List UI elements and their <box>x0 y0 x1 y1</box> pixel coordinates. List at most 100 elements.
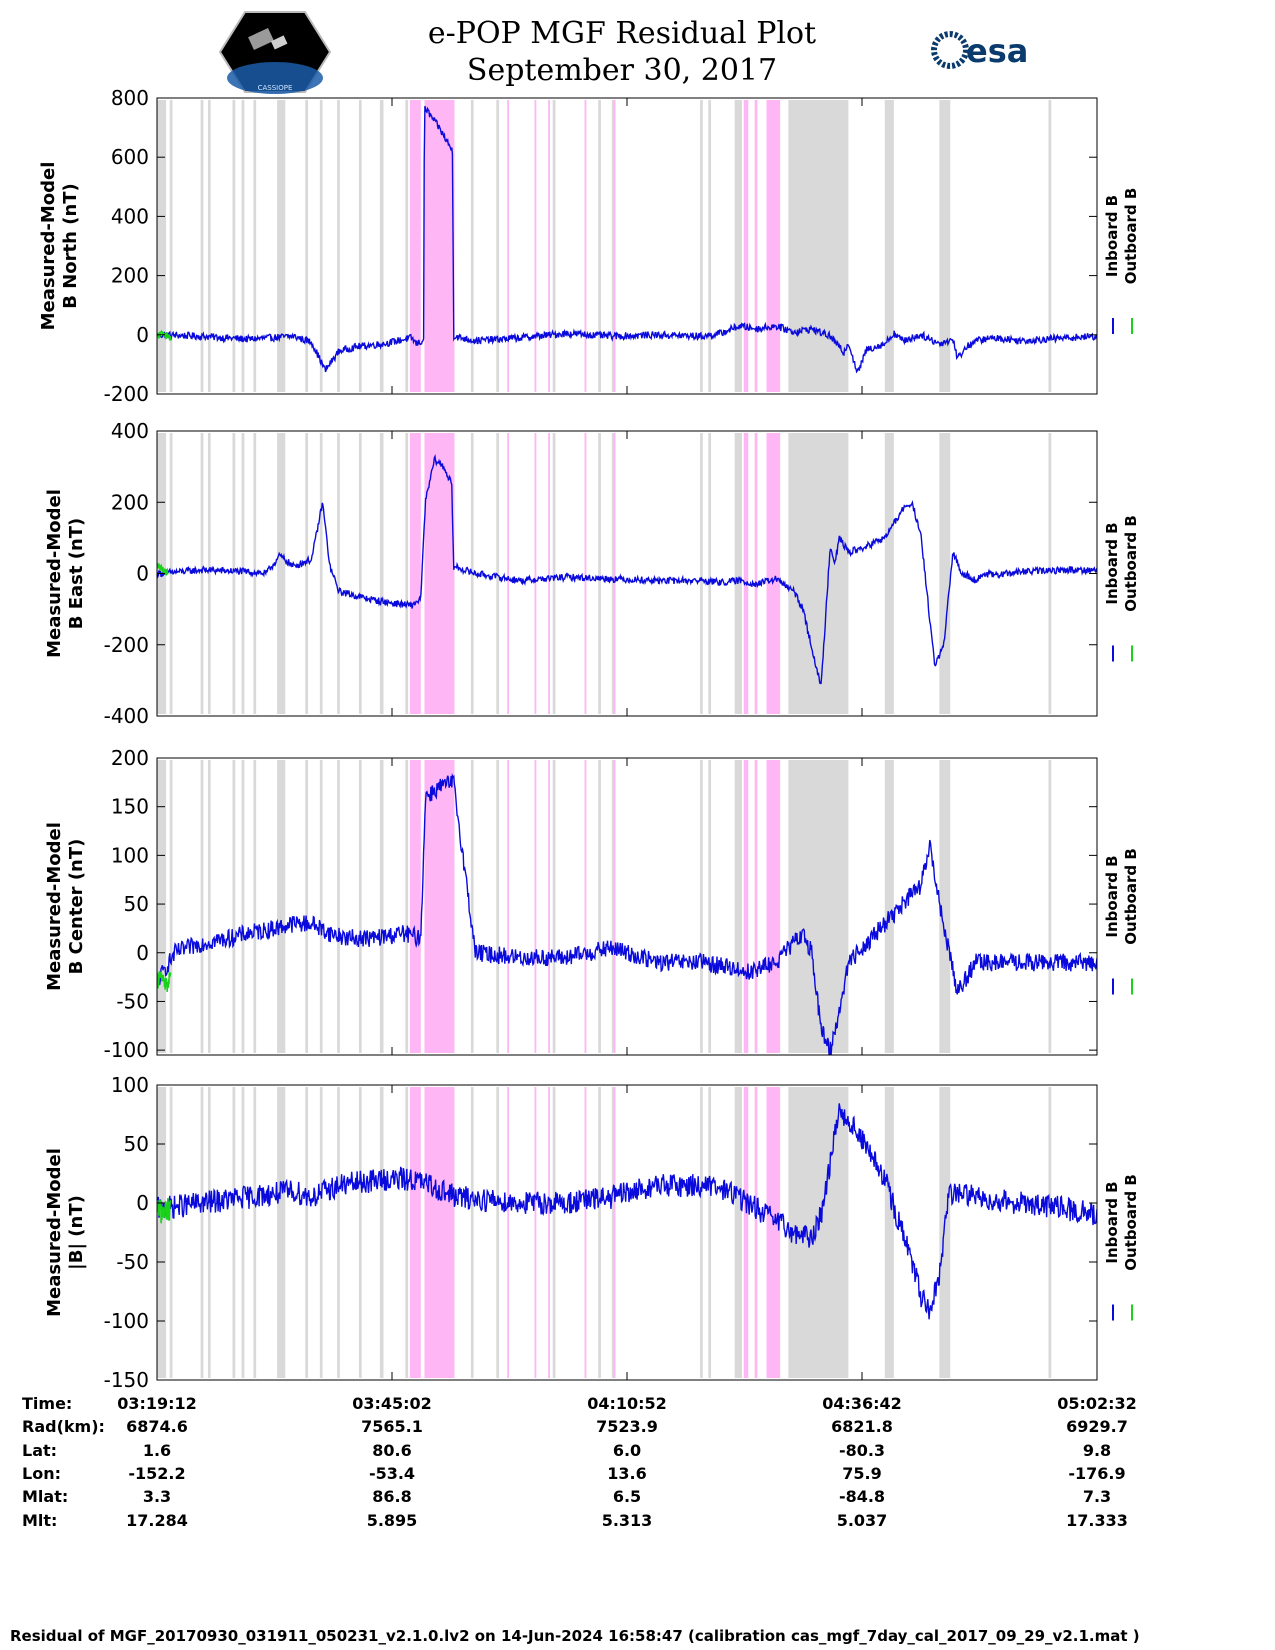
table-cell-lat: 1.6 <box>143 1441 171 1460</box>
gray-band <box>939 433 951 714</box>
gray-band <box>884 433 894 714</box>
series-outboard-line <box>157 970 172 992</box>
y-tick-label: 50 <box>124 1132 149 1156</box>
table-cell-lat: -80.3 <box>839 1441 885 1460</box>
gray-band <box>708 100 712 392</box>
gray-band <box>253 1087 257 1378</box>
gray-band <box>700 433 703 714</box>
y-tick-label: -50 <box>116 989 149 1013</box>
gray-band <box>200 433 204 714</box>
table-row-label: Mlat: <box>22 1487 68 1506</box>
table-cell-mlt: 5.313 <box>602 1511 653 1530</box>
y-axis-label-line2: B Center (nT) <box>66 839 87 975</box>
y-tick-label: 100 <box>111 843 149 867</box>
pink-band <box>754 1087 758 1378</box>
gray-band <box>708 1087 712 1378</box>
esa-logo-text: esa <box>966 32 1028 70</box>
series-inboard-line <box>157 773 1097 1055</box>
y-tick-label: 0 <box>136 562 149 586</box>
pink-band <box>507 760 510 1053</box>
gray-band <box>253 760 257 1053</box>
gray-band <box>200 100 204 392</box>
pink-band <box>409 1087 421 1378</box>
gray-band <box>708 433 712 714</box>
gray-band <box>884 100 894 392</box>
pink-band <box>424 433 455 714</box>
legend-inboard-label: Inboard B <box>1103 855 1121 937</box>
footer-caption: Residual of MGF_20170930_031911_050231_v… <box>10 1627 1140 1645</box>
gray-band <box>358 100 362 392</box>
pink-band <box>409 100 421 392</box>
gray-band <box>708 760 712 1053</box>
pink-band <box>534 433 537 714</box>
pink-band <box>507 433 510 714</box>
gray-band <box>598 760 601 1053</box>
pink-band <box>584 760 587 1053</box>
esa-logo: esa <box>931 31 1028 70</box>
gray-band <box>337 760 340 1053</box>
ephemeris-table: Time: Rad(km): Lat: Lon: Mlat: Mlt: 03:19:12 68… <box>22 1394 1137 1530</box>
table-cell-mlat: 7.3 <box>1083 1487 1111 1506</box>
gray-band <box>157 1087 167 1378</box>
gray-band <box>598 433 601 714</box>
table-cell-lat: 6.0 <box>613 1441 641 1460</box>
pink-band <box>613 760 616 1053</box>
pink-band <box>548 100 550 392</box>
panel-1: -200 0 200 400 600 800 Measured-Model B North (… <box>38 86 1140 406</box>
gray-band <box>700 100 703 392</box>
y-tick-label: 0 <box>136 323 149 347</box>
axes-frame <box>156 430 1098 717</box>
gray-band <box>277 433 286 714</box>
table-cell-lon: -176.9 <box>1068 1464 1125 1483</box>
pink-band <box>743 760 749 1053</box>
gray-band <box>470 1087 474 1378</box>
pink-band <box>409 433 421 714</box>
pink-band <box>534 760 537 1053</box>
table-cell-time: 05:02:32 <box>1057 1394 1137 1413</box>
y-tick-label: 50 <box>124 892 149 916</box>
pink-band <box>424 100 455 392</box>
gray-band <box>319 433 323 714</box>
gray-band <box>241 1087 245 1378</box>
pink-band <box>743 1087 749 1378</box>
gray-band <box>884 1087 894 1378</box>
pink-band <box>743 100 749 392</box>
y-tick-label: -200 <box>104 382 149 406</box>
legend-outboard-label: Outboard B <box>1122 188 1140 285</box>
pink-band <box>507 1087 510 1378</box>
y-tick-label: -100 <box>104 1309 149 1333</box>
y-tick-label: -200 <box>104 633 149 657</box>
panel-2: -400 -200 0 200 400 Measured-Model B East (nT)… <box>44 419 1140 728</box>
gray-band <box>358 433 362 714</box>
y-axis-label-line2: B East (nT) <box>66 518 87 630</box>
table-cell-mlat: -84.8 <box>839 1487 885 1506</box>
pink-band <box>584 100 587 392</box>
pink-band <box>613 433 616 714</box>
gray-band <box>496 100 500 392</box>
table-cell-mlat: 86.8 <box>372 1487 411 1506</box>
gray-band <box>157 100 167 392</box>
panel-3: -100 -50 0 50 100 150 200 Measured-Model B Cente… <box>44 746 1140 1062</box>
table-cell-mlat: 3.3 <box>143 1487 171 1506</box>
gray-band <box>207 433 211 714</box>
table-cell-rad: 6929.7 <box>1066 1417 1128 1436</box>
pink-band <box>766 760 781 1053</box>
y-tick-label: 0 <box>136 1191 149 1215</box>
gray-band <box>405 100 409 392</box>
gray-band <box>169 760 173 1053</box>
table-row-label: Mlt: <box>22 1511 57 1530</box>
gray-band <box>939 760 951 1053</box>
y-axis-label-line2: |B| (nT) <box>66 1195 87 1270</box>
gray-band <box>496 1087 500 1378</box>
gray-band <box>611 1087 615 1378</box>
series-inboard-line <box>157 1103 1097 1320</box>
gray-band <box>700 1087 703 1378</box>
table-cell-time: 03:19:12 <box>117 1394 197 1413</box>
cassiope-logo: CASSIOPE <box>218 11 332 94</box>
gray-band <box>884 760 894 1053</box>
table-row-label: Lat: <box>22 1441 57 1460</box>
gray-band <box>700 760 703 1053</box>
gray-band <box>200 760 204 1053</box>
y-tick-label: 400 <box>111 419 149 443</box>
